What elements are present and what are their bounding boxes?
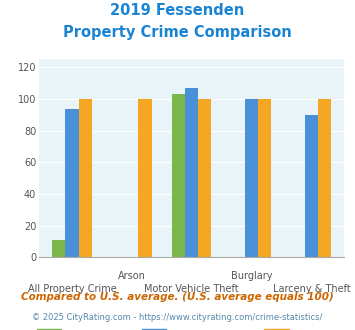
Bar [138, 99, 152, 257]
Bar [78, 99, 92, 257]
Text: © 2025 CityRating.com - https://www.cityrating.com/crime-statistics/: © 2025 CityRating.com - https://www.city… [32, 313, 323, 322]
Text: Motor Vehicle Theft: Motor Vehicle Theft [144, 284, 239, 294]
Text: All Property Crime: All Property Crime [28, 284, 116, 294]
Text: Burglary: Burglary [231, 271, 272, 281]
Bar [185, 88, 198, 257]
Bar [258, 99, 271, 257]
Text: 2019 Fessenden: 2019 Fessenden [110, 3, 245, 18]
Bar [198, 99, 212, 257]
Text: Compared to U.S. average. (U.S. average equals 100): Compared to U.S. average. (U.S. average … [21, 292, 334, 302]
Bar [245, 99, 258, 257]
Bar [318, 99, 331, 257]
Legend: Fessenden, North Dakota, National: Fessenden, North Dakota, National [32, 324, 351, 330]
Bar [52, 240, 65, 257]
Bar [305, 115, 318, 257]
Text: Property Crime Comparison: Property Crime Comparison [63, 25, 292, 40]
Text: Larceny & Theft: Larceny & Theft [273, 284, 350, 294]
Bar [65, 109, 78, 257]
Text: Arson: Arson [118, 271, 146, 281]
Bar [172, 94, 185, 257]
